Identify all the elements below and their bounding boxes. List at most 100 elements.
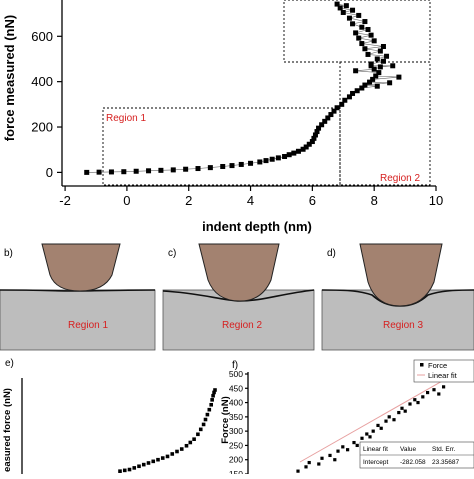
f-data-point-19 (387, 415, 391, 419)
region-2-box (339, 61, 431, 186)
schematic-c: c) Region 2 (162, 243, 315, 351)
panel-e: e) easured force (nN) (2, 358, 217, 474)
schematic-d: d) Region 3 (321, 243, 474, 351)
x-tick-label-3: 4 (247, 193, 254, 208)
data-point-30 (316, 125, 322, 131)
e-data-point-12 (175, 449, 179, 454)
data-point-2 (108, 169, 114, 175)
data-point-79 (374, 83, 380, 89)
data-point-0 (84, 169, 90, 175)
e-data-point-0 (118, 469, 122, 473)
data-point-45 (370, 76, 376, 82)
data-point-5 (146, 168, 152, 174)
f-y-tick-label-5: 400 (229, 398, 243, 408)
data-point-61 (368, 32, 374, 38)
data-point-8 (183, 166, 189, 172)
data-point-28 (312, 132, 318, 138)
e-data-point-8 (156, 457, 160, 462)
f-data-point-6 (333, 458, 337, 462)
y-tick-label-3: 600 (31, 29, 53, 44)
f-y-tick-label-2: 250 (229, 440, 243, 450)
f-data-point-11 (355, 443, 359, 448)
data-point-35 (331, 108, 337, 114)
f-table-row-value: -282.058 (400, 459, 426, 466)
region-label-c: Region 2 (222, 320, 262, 331)
data-point-56 (362, 46, 368, 52)
data-point-71 (337, 5, 343, 11)
data-point-72 (343, 3, 349, 9)
region-2-label: Region 2 (380, 173, 420, 184)
region-1-label: Region 1 (106, 113, 146, 124)
e-data-point-20 (203, 417, 208, 422)
data-point-75 (390, 63, 396, 69)
e-data-point-11 (170, 452, 175, 456)
data-point-16 (263, 158, 269, 164)
data-point-40 (350, 90, 356, 96)
data-point-47 (376, 70, 382, 76)
e-data-point-16 (192, 437, 196, 441)
f-data-point-24 (408, 402, 412, 406)
data-point-38 (342, 97, 348, 103)
data-point-51 (380, 58, 386, 64)
f-table-row-label: Intercept (363, 459, 388, 466)
data-point-44 (367, 79, 373, 85)
data-point-18 (275, 155, 281, 161)
schematic-b: b) Region 1 (0, 243, 156, 351)
data-point-26 (309, 139, 315, 145)
data-point-59 (371, 38, 377, 44)
f-y-tick-label-3: 300 (229, 426, 243, 436)
e-data-point-23 (209, 402, 213, 407)
data-point-52 (374, 56, 380, 62)
data-point-48 (371, 66, 377, 72)
region-label-b: Region 1 (68, 320, 108, 331)
f-data-point-21 (397, 410, 401, 415)
e-data-point-9 (160, 456, 165, 460)
data-point-7 (170, 167, 176, 173)
data-point-54 (365, 51, 371, 57)
region-label-d: Region 3 (383, 320, 423, 331)
panel-label-e: e) (5, 358, 14, 369)
f-y-tick-label-0: 150 (229, 469, 243, 474)
e-data-point-25 (211, 393, 215, 398)
f-y-ticks: 150 200 250 300 350 400 450 500 (229, 369, 248, 479)
panel-f: f) 150 200 250 300 350 400 450 500 Force (nN) F… (220, 359, 474, 479)
data-point-23 (300, 146, 306, 152)
f-legend (413, 359, 474, 383)
f-data-point-10 (352, 440, 356, 445)
e-data-point-6 (146, 461, 151, 465)
data-point-27 (311, 135, 317, 141)
data-point-43 (362, 82, 368, 88)
e-data-point-17 (196, 432, 200, 437)
e-data-point-26 (212, 390, 216, 395)
f-data-point-7 (336, 449, 340, 453)
data-point-46 (373, 73, 379, 79)
indenter-tip-c (198, 243, 280, 302)
x-tick-label-6: 10 (429, 193, 443, 208)
data-point-12 (229, 163, 235, 169)
f-legend-force: Force (428, 361, 447, 370)
e-data-point-18 (198, 427, 203, 432)
data-point-20 (286, 152, 292, 158)
x-ticks: -2 0 2 4 6 8 10 (59, 186, 443, 208)
f-y-tick-label-1: 200 (229, 455, 243, 465)
trend-line (86, 3, 399, 173)
f-data-point-23 (403, 409, 407, 413)
data-point-66 (362, 19, 368, 25)
f-data-point-14 (368, 435, 372, 439)
data-point-74 (353, 68, 359, 74)
e-data-point-4 (137, 464, 141, 469)
main-chart: -2 0 2 4 6 8 10 0 200 400 600 Region 1 Region 2 i… (2, 0, 443, 234)
x-tick-label-1: 0 (123, 193, 130, 208)
panel-label-d: d) (327, 248, 336, 259)
f-data-point-15 (371, 429, 375, 433)
data-point-70 (350, 7, 356, 13)
y-tick-label-0: 0 (46, 165, 53, 180)
e-data-point-7 (151, 459, 156, 464)
f-data-point-9 (346, 448, 350, 452)
f-table-row-stderr: 23.35687 (432, 459, 459, 466)
data-point-76 (396, 74, 402, 80)
data-point-1 (96, 169, 102, 175)
data-point-63 (365, 26, 371, 32)
data-point-65 (350, 21, 356, 27)
f-data-point-0 (296, 469, 300, 473)
